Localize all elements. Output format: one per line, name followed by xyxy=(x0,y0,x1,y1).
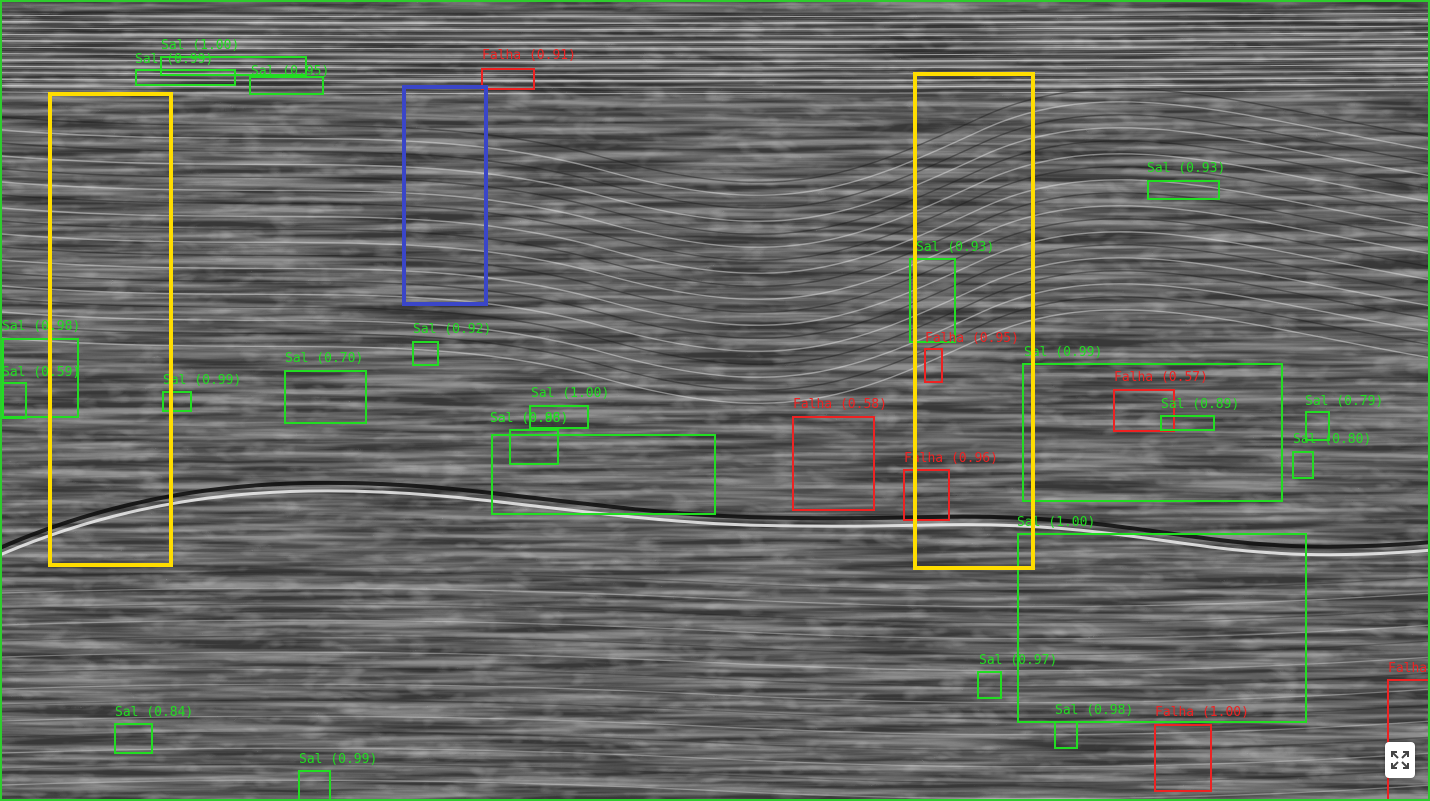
detection-label: Sal (0.95) xyxy=(251,64,330,79)
sal-detection-box[interactable] xyxy=(1017,533,1307,723)
detection-label: Sal (0.89) xyxy=(1161,397,1240,412)
detection-label: Sal (0.99) xyxy=(163,373,242,388)
detection-label: Sal (0.92) xyxy=(413,322,492,337)
detection-label: Sal (1.00) xyxy=(531,386,610,401)
detection-label: Sal (0.79) xyxy=(1305,394,1384,409)
detection-label: Falha (0.58) xyxy=(793,397,887,412)
detection-label: Sal (0.97) xyxy=(979,653,1058,668)
sal-detection-box[interactable] xyxy=(529,405,589,429)
region-of-interest-box[interactable] xyxy=(913,72,1035,570)
sal-detection-box[interactable] xyxy=(162,391,192,412)
detection-label: Falha (1.00) xyxy=(1155,705,1249,720)
falha-detection-box[interactable] xyxy=(1387,679,1428,799)
sal-detection-box[interactable] xyxy=(1147,180,1220,200)
detection-label: Falha (0.95) xyxy=(925,331,1019,346)
detection-label: Falha (0.96) xyxy=(904,451,998,466)
sal-detection-box[interactable] xyxy=(2,338,79,418)
sal-detection-box[interactable] xyxy=(909,258,956,343)
detection-label: Falha (0.57) xyxy=(1114,370,1208,385)
sal-detection-box[interactable] xyxy=(977,671,1002,699)
detection-label: Falha xyxy=(1388,661,1428,676)
detection-label: Sal (0.93) xyxy=(1147,161,1226,176)
detection-label: Sal (0.93) xyxy=(916,240,995,255)
region-of-interest-box[interactable] xyxy=(402,85,488,306)
detection-label: Sal (0.70) xyxy=(285,351,364,366)
sal-detection-box[interactable] xyxy=(160,56,307,76)
detection-label: Sal (0.80) xyxy=(1293,432,1372,447)
sal-detection-box[interactable] xyxy=(509,429,559,465)
sal-detection-box[interactable] xyxy=(412,341,439,366)
detection-label: Sal (1.00) xyxy=(161,38,240,53)
sal-detection-box[interactable] xyxy=(1292,451,1314,479)
falha-detection-box[interactable] xyxy=(903,469,950,521)
falha-detection-box[interactable] xyxy=(924,348,943,383)
sal-detection-box[interactable] xyxy=(249,76,324,95)
detection-label: Sal (1.00) xyxy=(1017,515,1096,530)
sal-detection-box[interactable] xyxy=(135,69,236,86)
sal-detection-box[interactable] xyxy=(1305,411,1330,441)
sal-detection-box[interactable] xyxy=(1054,721,1078,749)
detection-label: Sal (0.98) xyxy=(490,411,569,426)
region-of-interest-box[interactable] xyxy=(48,92,173,567)
falha-detection-box[interactable] xyxy=(792,416,875,511)
falha-detection-box[interactable] xyxy=(481,68,535,90)
sal-detection-box[interactable] xyxy=(298,770,331,799)
sal-detection-box[interactable] xyxy=(284,370,367,424)
sal-detection-box[interactable] xyxy=(2,382,27,419)
sal-detection-box[interactable] xyxy=(1160,415,1215,431)
falha-detection-box[interactable] xyxy=(1154,724,1212,792)
detection-label: Falha (0.91) xyxy=(482,48,576,63)
expand-icon xyxy=(1391,751,1409,769)
detection-label: Sal (0.99) xyxy=(1024,345,1103,360)
sal-detection-box[interactable] xyxy=(1022,363,1283,502)
sal-detection-box[interactable] xyxy=(114,723,153,754)
detection-label: Sal (0.59) xyxy=(2,365,81,380)
sal-detection-box[interactable] xyxy=(491,434,716,515)
detection-label: Sal (0.99) xyxy=(299,752,378,767)
detection-label: Sal (0.98) xyxy=(2,319,81,334)
detection-label: Sal (0.99) xyxy=(135,52,214,67)
falha-detection-box[interactable] xyxy=(1113,389,1175,432)
detection-label: Sal (0.98) xyxy=(1055,703,1134,718)
expand-fullscreen-button[interactable] xyxy=(1385,742,1415,778)
detection-label: Sal (0.86) xyxy=(490,411,569,426)
detection-label: Sal (0.84) xyxy=(115,705,194,720)
